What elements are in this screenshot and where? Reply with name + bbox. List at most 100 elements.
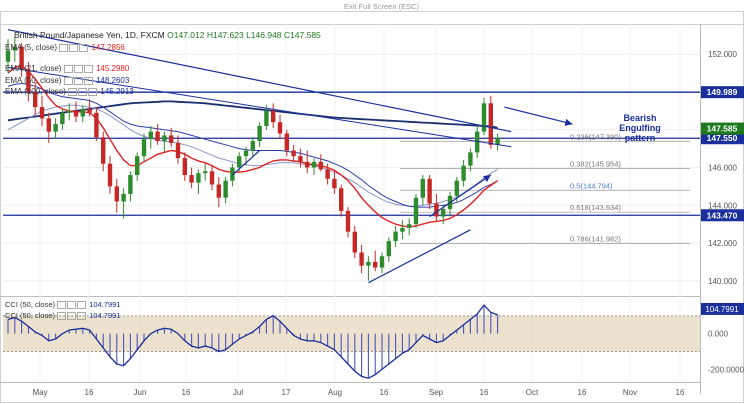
y-tick-label: 140.000 [708,277,737,286]
settings-icon[interactable] [68,87,78,96]
indicator-value: 145.2913 [100,87,134,96]
candle-body [216,184,221,198]
candle-body [148,131,153,140]
y-tick-label: 142.000 [708,239,737,248]
trend-arrow [504,106,573,126]
close-icon[interactable] [83,64,93,73]
candle-body [237,156,242,168]
indicator-value: 145.2980 [95,64,130,73]
candle-body [203,171,208,174]
chart-title: British Pound/Japanese Yen, 1D, FXCM O14… [14,30,321,40]
x-tick-label: Oct [526,388,539,397]
close-icon[interactable] [79,43,89,52]
oscillator-label: CCI (50, close) [5,300,56,309]
indicator-ema-50[interactable]: EMA (50, close) 148.2603 [5,76,129,85]
close-icon[interactable] [83,76,93,85]
indicator-label: EMA (50, close) [5,76,62,85]
ohlc-open: O147.012 [167,30,205,40]
candle-body [311,161,317,168]
candle-body [135,156,140,176]
oscillator-cci-1[interactable]: CCI (50, close) 104.7991 [5,300,121,310]
settings-icon[interactable] [57,301,67,310]
close-icon[interactable] [88,87,98,96]
ohlc-high: H147.623 [206,30,244,40]
settings-icon[interactable] [59,43,69,52]
x-tick-label: 16 [676,388,685,397]
candle-body [332,178,337,189]
candle-body [230,167,235,181]
x-tick-label: 16 [380,388,389,397]
close-icon[interactable] [77,312,87,321]
hide-icon[interactable] [78,87,88,96]
trendline [231,150,261,176]
candle-body [33,91,38,108]
fib-level-label: 0.618(143.634) [570,203,621,212]
level-price-label: 149.989 [707,87,738,97]
candle-body [53,124,58,132]
candle-body [454,180,459,196]
candle-body [277,122,283,134]
trendline [7,29,512,133]
hide-icon[interactable] [67,312,77,321]
osc-value-label: 104.7991 [705,305,739,314]
candle-body [461,165,466,181]
oscillator-label: CCI (50, close) [5,311,56,320]
candle-body [169,135,174,143]
ohlc-close: C147.585 [283,30,321,40]
cci-band [3,315,700,352]
candle-body [46,118,51,132]
indicator-value: 148.2603 [95,76,130,85]
exit-full-screen-label[interactable]: Exit Full Screen (ESC) [344,2,420,11]
x-tick-label: 16 [480,388,489,397]
hide-icon[interactable] [73,76,83,85]
close-icon[interactable] [77,301,87,310]
trend-arrow [429,174,492,218]
candle-body [128,175,133,194]
candle-body [209,171,215,185]
candle-body [481,103,487,132]
x-tick-label: 16 [85,388,94,397]
fib-level-label: 0.786(141.982) [570,234,621,243]
candle-body [26,69,31,92]
x-tick-label: Jun [134,388,147,397]
candle-body [434,203,439,217]
candle-body [427,178,432,204]
oscillator-cci-2[interactable]: CCI (50, close) 104.7991 [5,311,121,321]
hide-icon[interactable] [73,64,83,73]
candle-body [5,50,11,62]
candle-body [87,108,92,113]
level-price-tag [701,209,744,222]
symbol-title: British Pound/Japanese Yen, 1D, FXCM [14,30,165,40]
fib-level-label: 0.236(147.390) [570,132,621,141]
hide-icon[interactable] [67,301,77,310]
level-price-label: 147.550 [707,133,738,143]
settings-icon[interactable] [57,312,67,321]
candle-body [19,46,24,70]
candle-body [182,158,187,176]
indicator-ema-100[interactable]: EMA (100, close) 145.2913 [5,87,134,96]
candle-body [386,241,391,257]
candle-body [468,152,473,166]
candle-body [352,231,357,253]
indicator-ema-5[interactable]: EMA (5, close) 147.2856 [5,43,125,52]
indicator-ema-21[interactable]: EMA (21, close) 145.2980 [5,64,129,73]
candle-body [271,110,276,123]
settings-icon[interactable] [63,76,73,85]
candle-body [366,261,371,266]
hide-icon[interactable] [69,43,79,52]
x-tick-label: 16 [182,388,191,397]
level-price-label: 143.470 [707,210,738,220]
x-tick-label: Jul [233,388,243,397]
bearish-engulfing-annotation: Bearish Engulfing pattern [619,113,661,143]
candle-body [420,178,425,198]
x-tick-label: 16 [578,388,587,397]
candle-body [189,175,194,183]
candle-body [73,110,79,117]
candle-body [318,161,323,170]
candle-body [107,163,113,187]
candle-body [80,108,85,117]
candle-body [298,156,303,162]
current-price-tag [701,122,744,135]
candle-body [339,188,344,211]
settings-icon[interactable] [63,64,73,73]
